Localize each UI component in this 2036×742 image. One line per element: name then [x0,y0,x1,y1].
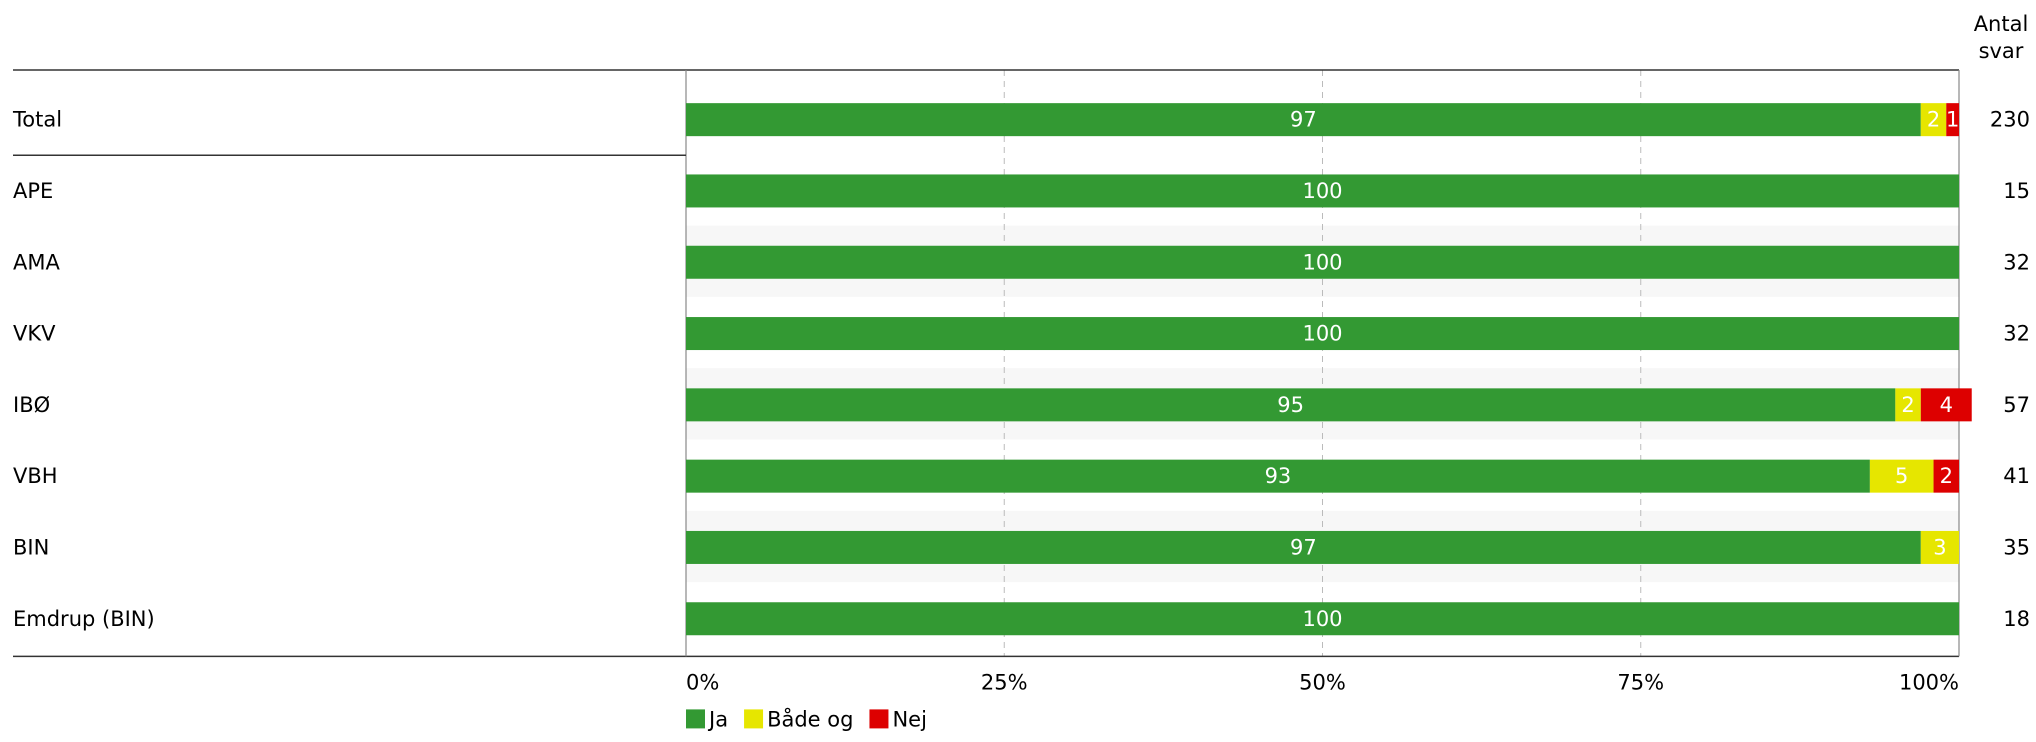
category-label: VBH [13,464,58,488]
bar-value-label: 4 [1940,393,1953,417]
count-header-line-2: svar [1979,39,2024,63]
x-tick-label: 25% [981,670,1028,694]
category-label: Emdrup (BIN) [13,607,155,631]
bar-segment [1920,388,1972,422]
legend-swatch [686,709,705,729]
bar-value-label: 1 [1946,108,1959,132]
bar-segment [686,174,1959,208]
legend-label: Nej [892,707,926,731]
legend: Ja Både og Nej [686,706,927,731]
legend-swatch [744,709,764,729]
x-tick-label: 100% [1899,670,1959,694]
count-value: 41 [2003,464,2030,488]
legend-swatch [869,709,889,729]
category-label: Total [12,108,62,132]
bar-segment [1920,530,1959,564]
bar-value-label: 100 [1302,607,1342,631]
x-tick-label: 75% [1617,670,1664,694]
count-value: 32 [2003,250,2030,274]
count-header-line-1: Antal [1974,12,2029,36]
bar-segment [1920,103,1947,137]
bar-segment [1895,388,1921,422]
bar-value-label: 97 [1290,535,1317,559]
x-tick-label: 50% [1299,670,1346,694]
bar-segment [1933,459,1959,493]
count-value: 35 [2003,535,2030,559]
x-axis-ticks: 0% 25% 50% 75% 100% [686,670,1959,694]
bar-segment [686,459,1870,493]
bar-value-label: 100 [1302,322,1342,346]
bar-segment [686,317,1959,351]
bar-segment [686,103,1921,137]
bar-segment [1946,103,1959,137]
category-label: APE [13,179,53,203]
bar-value-label: 97 [1290,108,1317,132]
bar-segment [686,530,1921,564]
bar-value-label: 95 [1277,393,1304,417]
bar-segment [686,388,1896,422]
count-value: 32 [2003,322,2030,346]
legend-label: Både og [767,706,853,731]
count-value: 18 [2003,607,2030,631]
bar-value-label: 2 [1940,464,1953,488]
category-label: IBØ [13,393,50,417]
x-tick-label: 0% [686,670,719,694]
category-label: BIN [13,535,49,559]
category-label: VKV [13,322,56,346]
bar-value-label: 100 [1302,250,1342,274]
count-value: 15 [2003,179,2030,203]
bar-value-label: 2 [1927,108,1940,132]
category-label: AMA [13,250,60,274]
bar-segment [1869,459,1934,493]
bar-value-label: 3 [1933,535,1946,559]
bar-value-label: 100 [1302,179,1342,203]
bar-value-label: 5 [1895,464,1908,488]
category-labels: Total APE AMA VKV IBØ VBH BIN Emdrup (BIN) [12,108,155,631]
bar-value-label: 2 [1901,393,1914,417]
count-value: 57 [2003,393,2030,417]
count-value: 230 [1990,108,2030,132]
bar-value-label: 93 [1265,464,1292,488]
bar-segment [686,245,1959,279]
count-column: Antal svar 230 15 32 32 57 41 35 18 [1974,12,2030,631]
legend-label: Ja [707,707,728,731]
bar-segment [686,602,1959,636]
